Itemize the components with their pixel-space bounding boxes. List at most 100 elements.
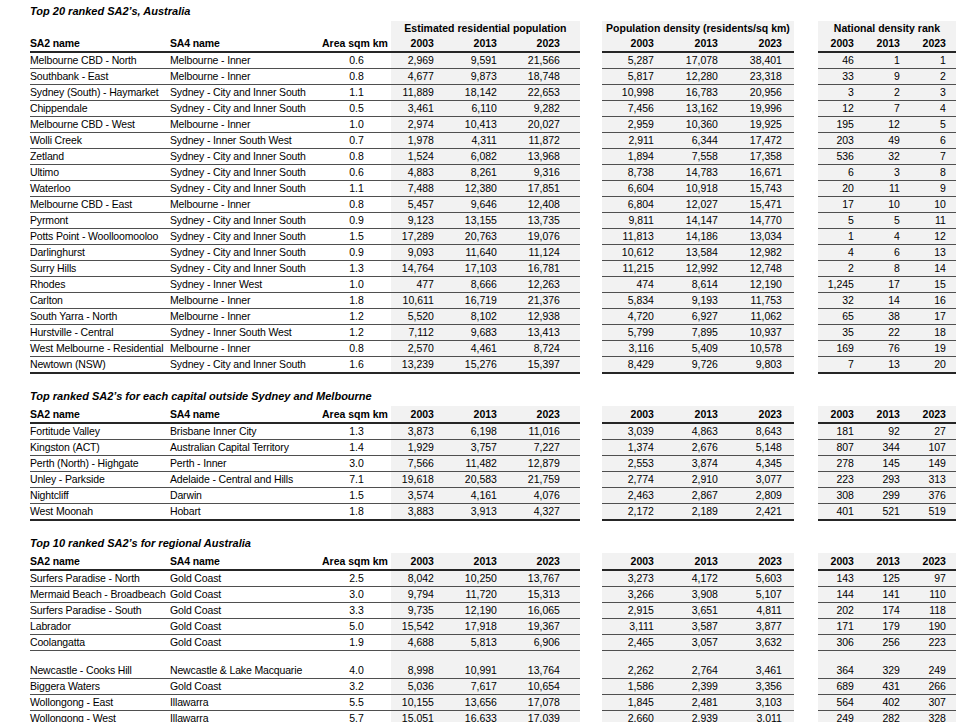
cell-den-2023: 13,034 [730,229,794,245]
cell-rank-2003: 144 [818,587,864,603]
cell-rank-2023: 118 [910,603,956,619]
cell-pop-2023: 9,316 [517,165,580,181]
cell-area: 4.0 [322,663,391,679]
cell-rank-2013: 293 [864,472,910,488]
column-gap [580,325,602,341]
cell-den-2023: 11,062 [730,309,794,325]
cell-rank-2003: 202 [818,603,864,619]
column-gap [580,85,602,101]
cell-rank-2023: 328 [910,710,956,722]
cell-pop-2003: 477 [391,277,454,293]
cell-pop-2003: 3,883 [391,504,454,521]
spacer-cell [730,651,794,663]
column-header-row: SA2 nameSA4 nameArea sqm km2003201320232… [30,553,956,570]
spacer-cell [910,651,956,663]
column-gap [794,52,818,69]
column-gap [580,619,602,635]
column-gap [794,710,818,722]
header-year: 2013 [864,553,910,570]
cell-den-2023: 19,996 [730,101,794,117]
section-title: Top 20 ranked SA2’s, Australia [30,5,963,17]
cell-rank-2023: 19 [910,341,956,357]
cell-pop-2013: 7,617 [454,678,517,694]
cell-sa2-name: Melbourne CBD - East [30,197,170,213]
cell-sa4-name: Brisbane Inner City [170,423,322,440]
cell-rank-2003: 3 [818,85,864,101]
table-row: Mermaid Beach - BroadbeachGold Coast3.09… [30,587,956,603]
cell-rank-2013: 13 [864,357,910,374]
cell-rank-2023: 17 [910,309,956,325]
cell-den-2023: 4,345 [730,456,794,472]
cell-pop-2003: 3,574 [391,488,454,504]
cell-rank-2013: 17 [864,277,910,293]
cell-sa4-name: Illawarra [170,710,322,722]
table-row: West Melbourne - ResidentialMelbourne - … [30,341,956,357]
cell-pop-2023: 13,767 [517,570,580,587]
cell-sa2-name: Perth (North) - Highgate [30,456,170,472]
cell-pop-2023: 17,078 [517,694,580,710]
cell-pop-2023: 6,906 [517,635,580,651]
cell-area: 0.8 [322,149,391,165]
cell-den-2013: 12,992 [666,261,730,277]
cell-rank-2013: 11 [864,181,910,197]
cell-sa2-name: Zetland [30,149,170,165]
cell-rank-2013: 14 [864,293,910,309]
cell-pop-2003: 2,974 [391,117,454,133]
cell-sa4-name: Gold Coast [170,603,322,619]
column-gap [794,663,818,679]
cell-area: 5.7 [322,710,391,722]
column-gap [580,149,602,165]
cell-sa4-name: Sydney - City and Inner South [170,165,322,181]
header-year: 2013 [864,406,910,423]
cell-pop-2013: 3,757 [454,440,517,456]
spacer-cell [454,651,517,663]
column-gap [794,678,818,694]
cell-rank-2013: 4 [864,229,910,245]
cell-pop-2003: 4,677 [391,69,454,85]
cell-pop-2013: 9,646 [454,197,517,213]
cell-pop-2003: 3,461 [391,101,454,117]
cell-rank-2003: 195 [818,117,864,133]
cell-pop-2003: 14,764 [391,261,454,277]
column-gap [580,35,602,52]
table-row: Unley - ParksideAdelaide - Central and H… [30,472,956,488]
cell-sa4-name: Melbourne - Inner [170,293,322,309]
column-gap [794,341,818,357]
cell-den-2023: 3,461 [730,663,794,679]
cell-den-2023: 19,925 [730,117,794,133]
cell-den-2003: 10,612 [602,245,666,261]
cell-pop-2013: 5,813 [454,635,517,651]
cell-area: 0.6 [322,52,391,69]
cell-sa4-name: Sydney - City and Inner South [170,229,322,245]
cell-sa2-name: West Melbourne - Residential [30,341,170,357]
cell-rank-2013: 6 [864,245,910,261]
cell-pop-2003: 2,969 [391,52,454,69]
cell-den-2023: 17,472 [730,133,794,149]
cell-pop-2003: 9,093 [391,245,454,261]
cell-sa4-name: Newcastle & Lake Macquarie [170,663,322,679]
spacer-cell [818,651,864,663]
table-row: Wollongong - EastIllawarra5.510,15513,65… [30,694,956,710]
cell-pop-2023: 15,313 [517,587,580,603]
cell-pop-2023: 11,124 [517,245,580,261]
cell-den-2023: 3,356 [730,678,794,694]
cell-pop-2023: 22,653 [517,85,580,101]
column-gap [580,261,602,277]
cell-sa2-name: Sydney (South) - Haymarket [30,85,170,101]
cell-rank-2003: 33 [818,69,864,85]
cell-den-2013: 13,584 [666,245,730,261]
column-gap [794,309,818,325]
cell-sa2-name: Kingston (ACT) [30,440,170,456]
cell-pop-2003: 1,978 [391,133,454,149]
cell-rank-2013: 329 [864,663,910,679]
cell-rank-2003: 308 [818,488,864,504]
cell-den-2013: 10,918 [666,181,730,197]
cell-rank-2003: 1,245 [818,277,864,293]
cell-sa2-name: Nightcliff [30,488,170,504]
cell-den-2023: 23,318 [730,69,794,85]
cell-pop-2013: 3,913 [454,504,517,521]
spacer-cell [602,651,666,663]
cell-rank-2023: 13 [910,245,956,261]
cell-rank-2003: 1 [818,229,864,245]
cell-pop-2023: 12,938 [517,309,580,325]
